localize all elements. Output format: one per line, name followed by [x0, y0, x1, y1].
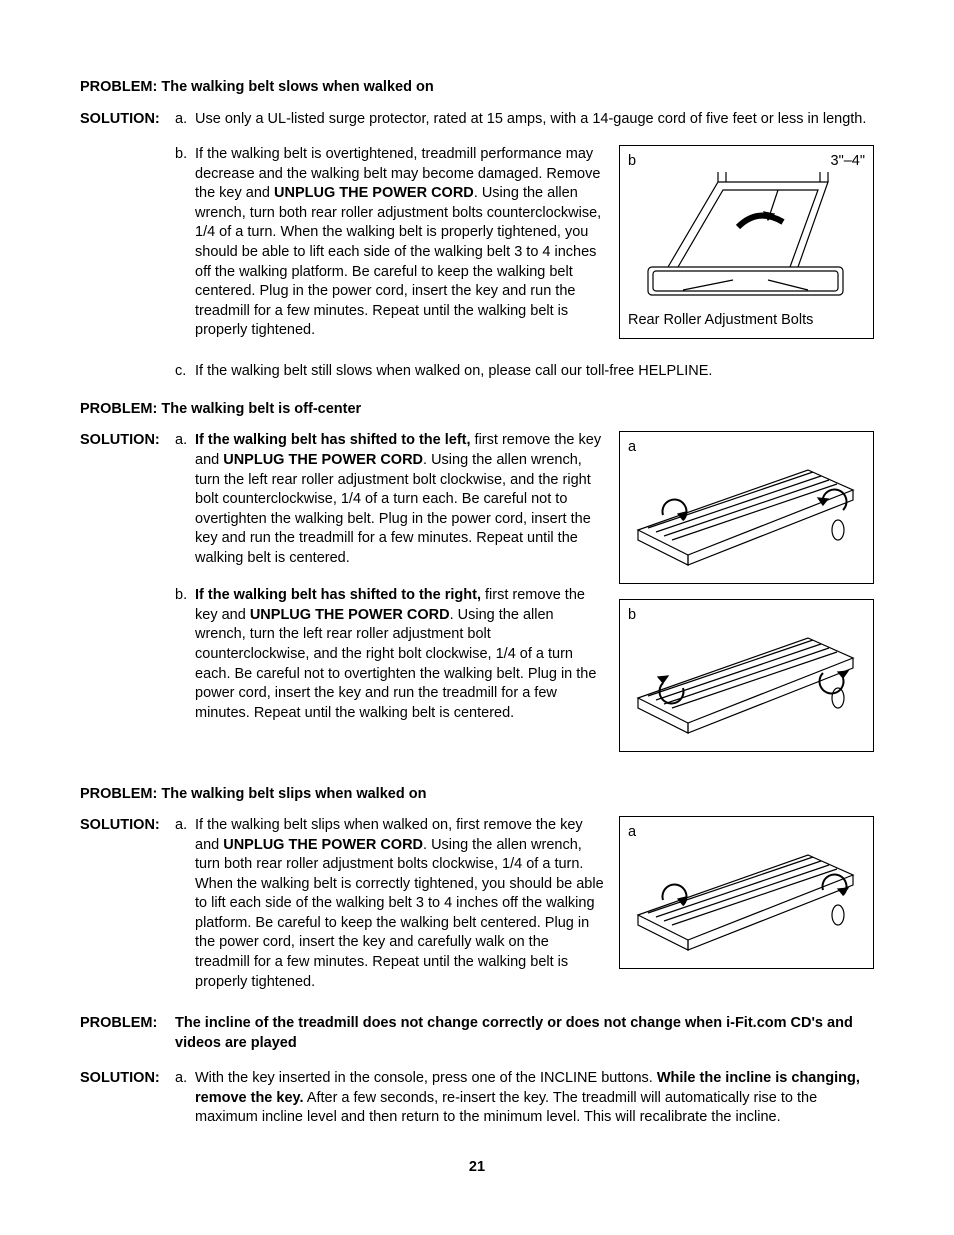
item-letter: b. [175, 145, 195, 165]
figure-2a: a [619, 431, 874, 584]
item-letter: b. [175, 586, 195, 606]
problem-heading-1: PROBLEM: The walking belt slows when wal… [80, 78, 874, 98]
figure-label: b [628, 606, 865, 626]
item-body-2a: If the walking belt has shifted to the l… [195, 431, 604, 568]
item-body-2b: If the walking belt has shifted to the r… [195, 586, 604, 723]
treadmill-top-icon [628, 172, 863, 307]
figure-caption: Rear Roller Adjustment Bolts [628, 311, 865, 331]
belt-rear-icon [628, 845, 863, 960]
figure-label: a [628, 438, 865, 458]
problem-heading-4-text: The incline of the treadmill does not ch… [175, 1014, 874, 1053]
belt-rear-icon [628, 628, 863, 743]
item-letter: a. [175, 1069, 195, 1089]
belt-rear-icon [628, 460, 863, 575]
item-body-3a: If the walking belt slips when walked on… [195, 816, 604, 992]
figure-3a: a [619, 816, 874, 969]
item-letter: a. [175, 110, 195, 130]
item-letter: a. [175, 816, 195, 836]
problem-label: PROBLEM: [80, 1014, 175, 1034]
figure-1b: b 3"–4" Rear Roller Adjust [619, 145, 874, 339]
page-number: 21 [80, 1158, 874, 1178]
item-body-1b: If the walking belt is overtightened, tr… [195, 145, 604, 341]
problem-heading-3: PROBLEM: The walking belt slips when wal… [80, 785, 874, 805]
solution-label-1: SOLUTION: [80, 110, 175, 130]
figure-annotation: 3"–4" [831, 152, 866, 172]
item-letter: c. [175, 362, 195, 382]
solution-label-3: SOLUTION: [80, 816, 175, 836]
problem-heading-2: PROBLEM: The walking belt is off-center [80, 400, 874, 420]
solution-label-4: SOLUTION: [80, 1069, 175, 1089]
item-letter: a. [175, 431, 195, 451]
figure-2b: b [619, 599, 874, 752]
solution-label-2: SOLUTION: [80, 431, 175, 451]
figure-label: a [628, 823, 865, 843]
item-body-4a: With the key inserted in the console, pr… [195, 1069, 874, 1128]
item-body-1a: Use only a UL-listed surge protector, ra… [195, 110, 874, 130]
figure-label: b [628, 152, 636, 172]
item-body-1c: If the walking belt still slows when wal… [195, 362, 874, 382]
